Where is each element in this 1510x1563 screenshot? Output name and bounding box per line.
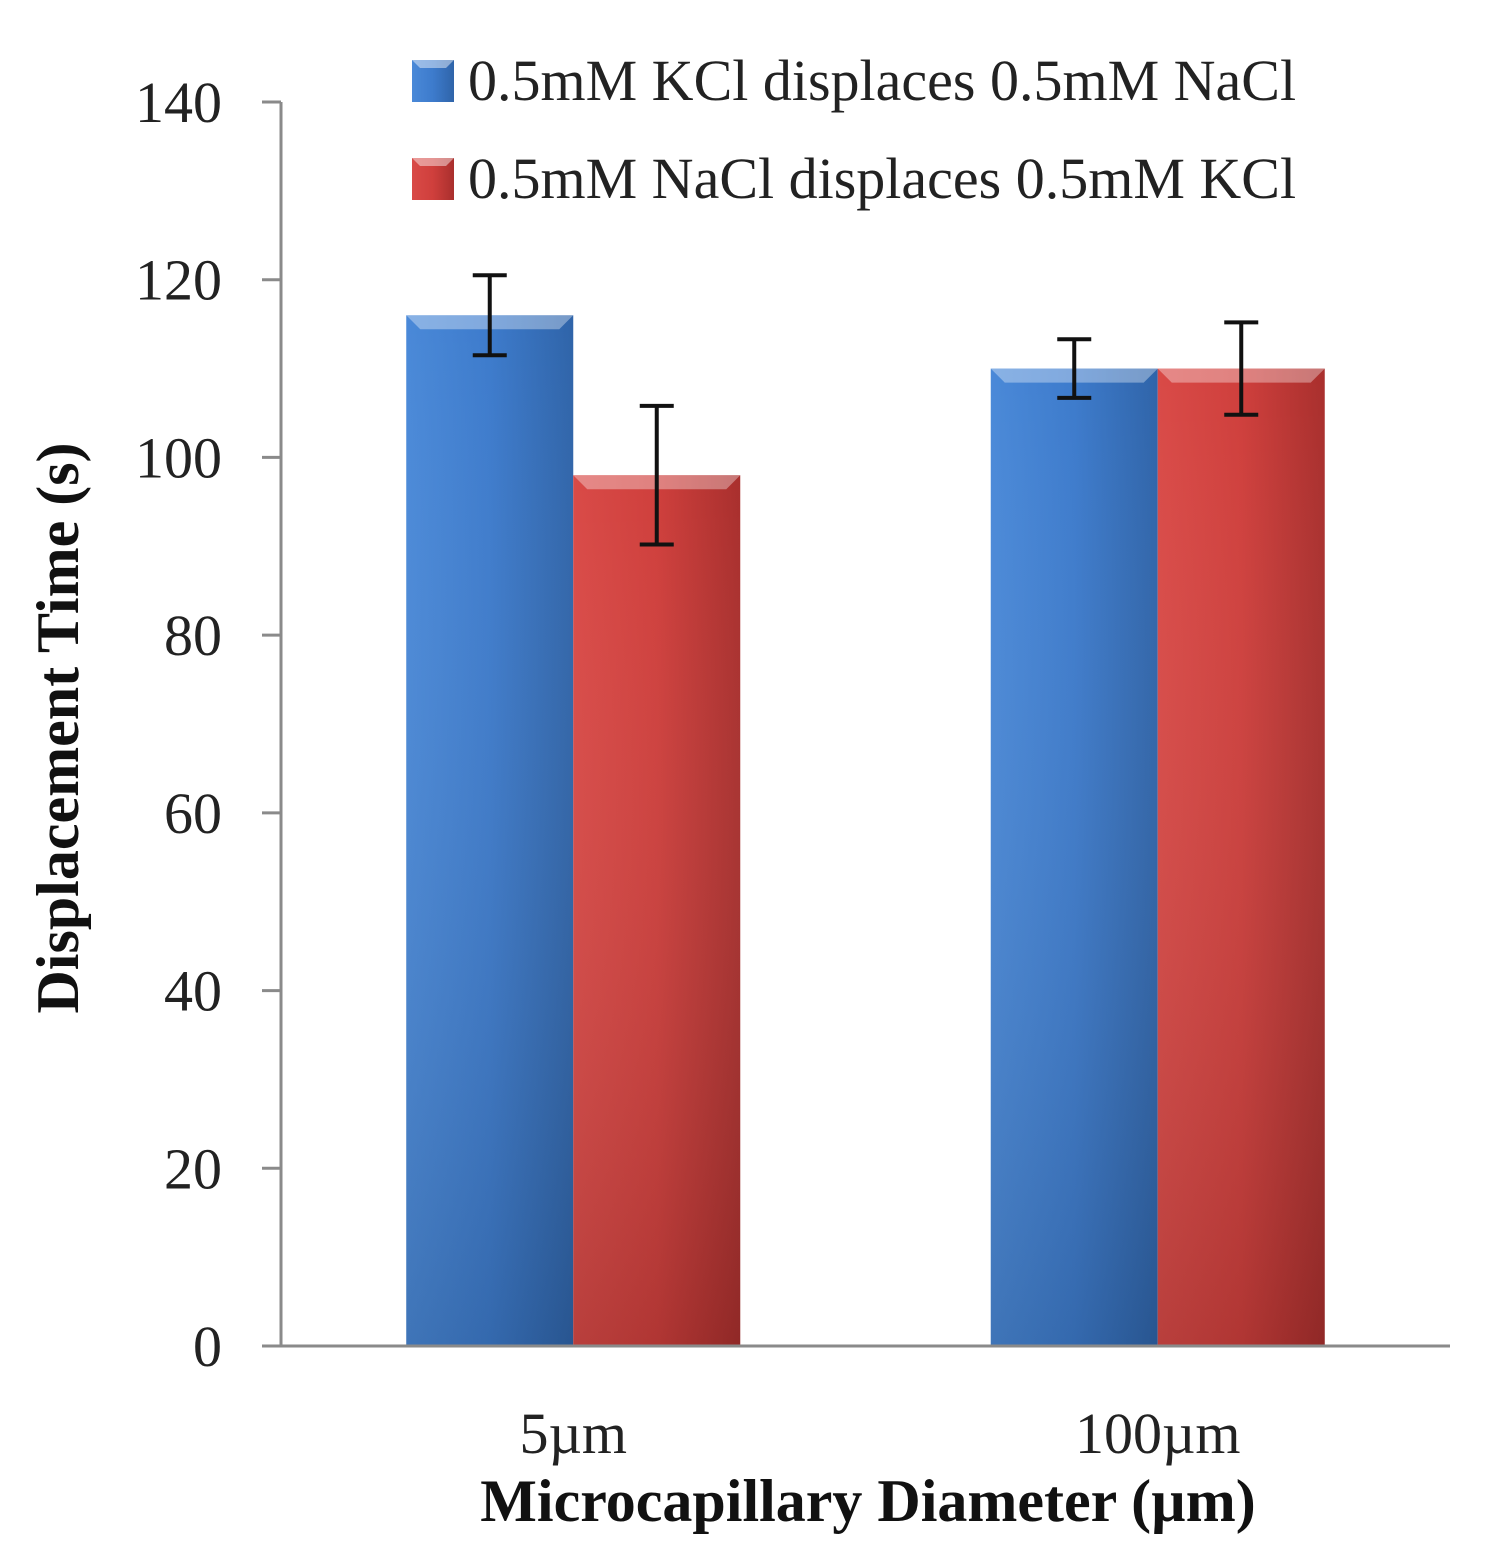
bar <box>1157 368 1325 1347</box>
x-tick-label: 5µm <box>519 1401 627 1466</box>
y-tick-label: 120 <box>135 248 222 313</box>
bar <box>990 368 1158 1347</box>
error-bar <box>472 273 507 358</box>
bar-shading <box>573 475 741 1346</box>
y-ticks-group: 0 20 40 60 80 100 120 140 <box>135 70 281 1379</box>
error-bar <box>1224 320 1259 417</box>
bar <box>573 475 741 1346</box>
y-tick-label: 140 <box>135 70 222 135</box>
legend-swatch <box>412 158 454 200</box>
legend-swatch-bevel <box>412 60 454 68</box>
error-bar <box>639 403 674 547</box>
legend-swatch <box>412 60 454 102</box>
x-axis-title: Microcapillary Diameter (µm) <box>480 1468 1255 1534</box>
y-tick-label: 100 <box>135 425 222 490</box>
y-tick-label: 40 <box>164 959 222 1024</box>
x-tick-labels-group: 5µm 100µm <box>519 1401 1240 1466</box>
bar-shading <box>990 368 1158 1347</box>
bars-group <box>406 315 1325 1347</box>
bar-shading <box>1157 368 1325 1347</box>
bar <box>406 315 574 1347</box>
legend-swatch-bevel <box>412 158 454 166</box>
y-tick-label: 20 <box>164 1136 222 1201</box>
x-tick-label: 100µm <box>1075 1401 1241 1466</box>
y-tick-label: 0 <box>193 1314 222 1379</box>
legend-label: 0.5mM NaCl displaces 0.5mM KCl <box>468 146 1296 211</box>
y-axis-title: Displacement Time (s) <box>25 442 91 1013</box>
legend-item: 0.5mM KCl displaces 0.5mM NaCl <box>412 48 1296 113</box>
legend-item: 0.5mM NaCl displaces 0.5mM KCl <box>412 146 1296 211</box>
y-tick-label: 60 <box>164 781 222 846</box>
error-bar <box>1057 337 1092 400</box>
legend-label: 0.5mM KCl displaces 0.5mM NaCl <box>468 48 1296 113</box>
bar-shading <box>406 315 574 1347</box>
plot-area <box>406 273 1325 1347</box>
y-tick-label: 80 <box>164 603 222 668</box>
error-bars-group <box>472 273 1259 547</box>
legend: 0.5mM KCl displaces 0.5mM NaCl 0.5mM NaCl… <box>412 48 1296 211</box>
